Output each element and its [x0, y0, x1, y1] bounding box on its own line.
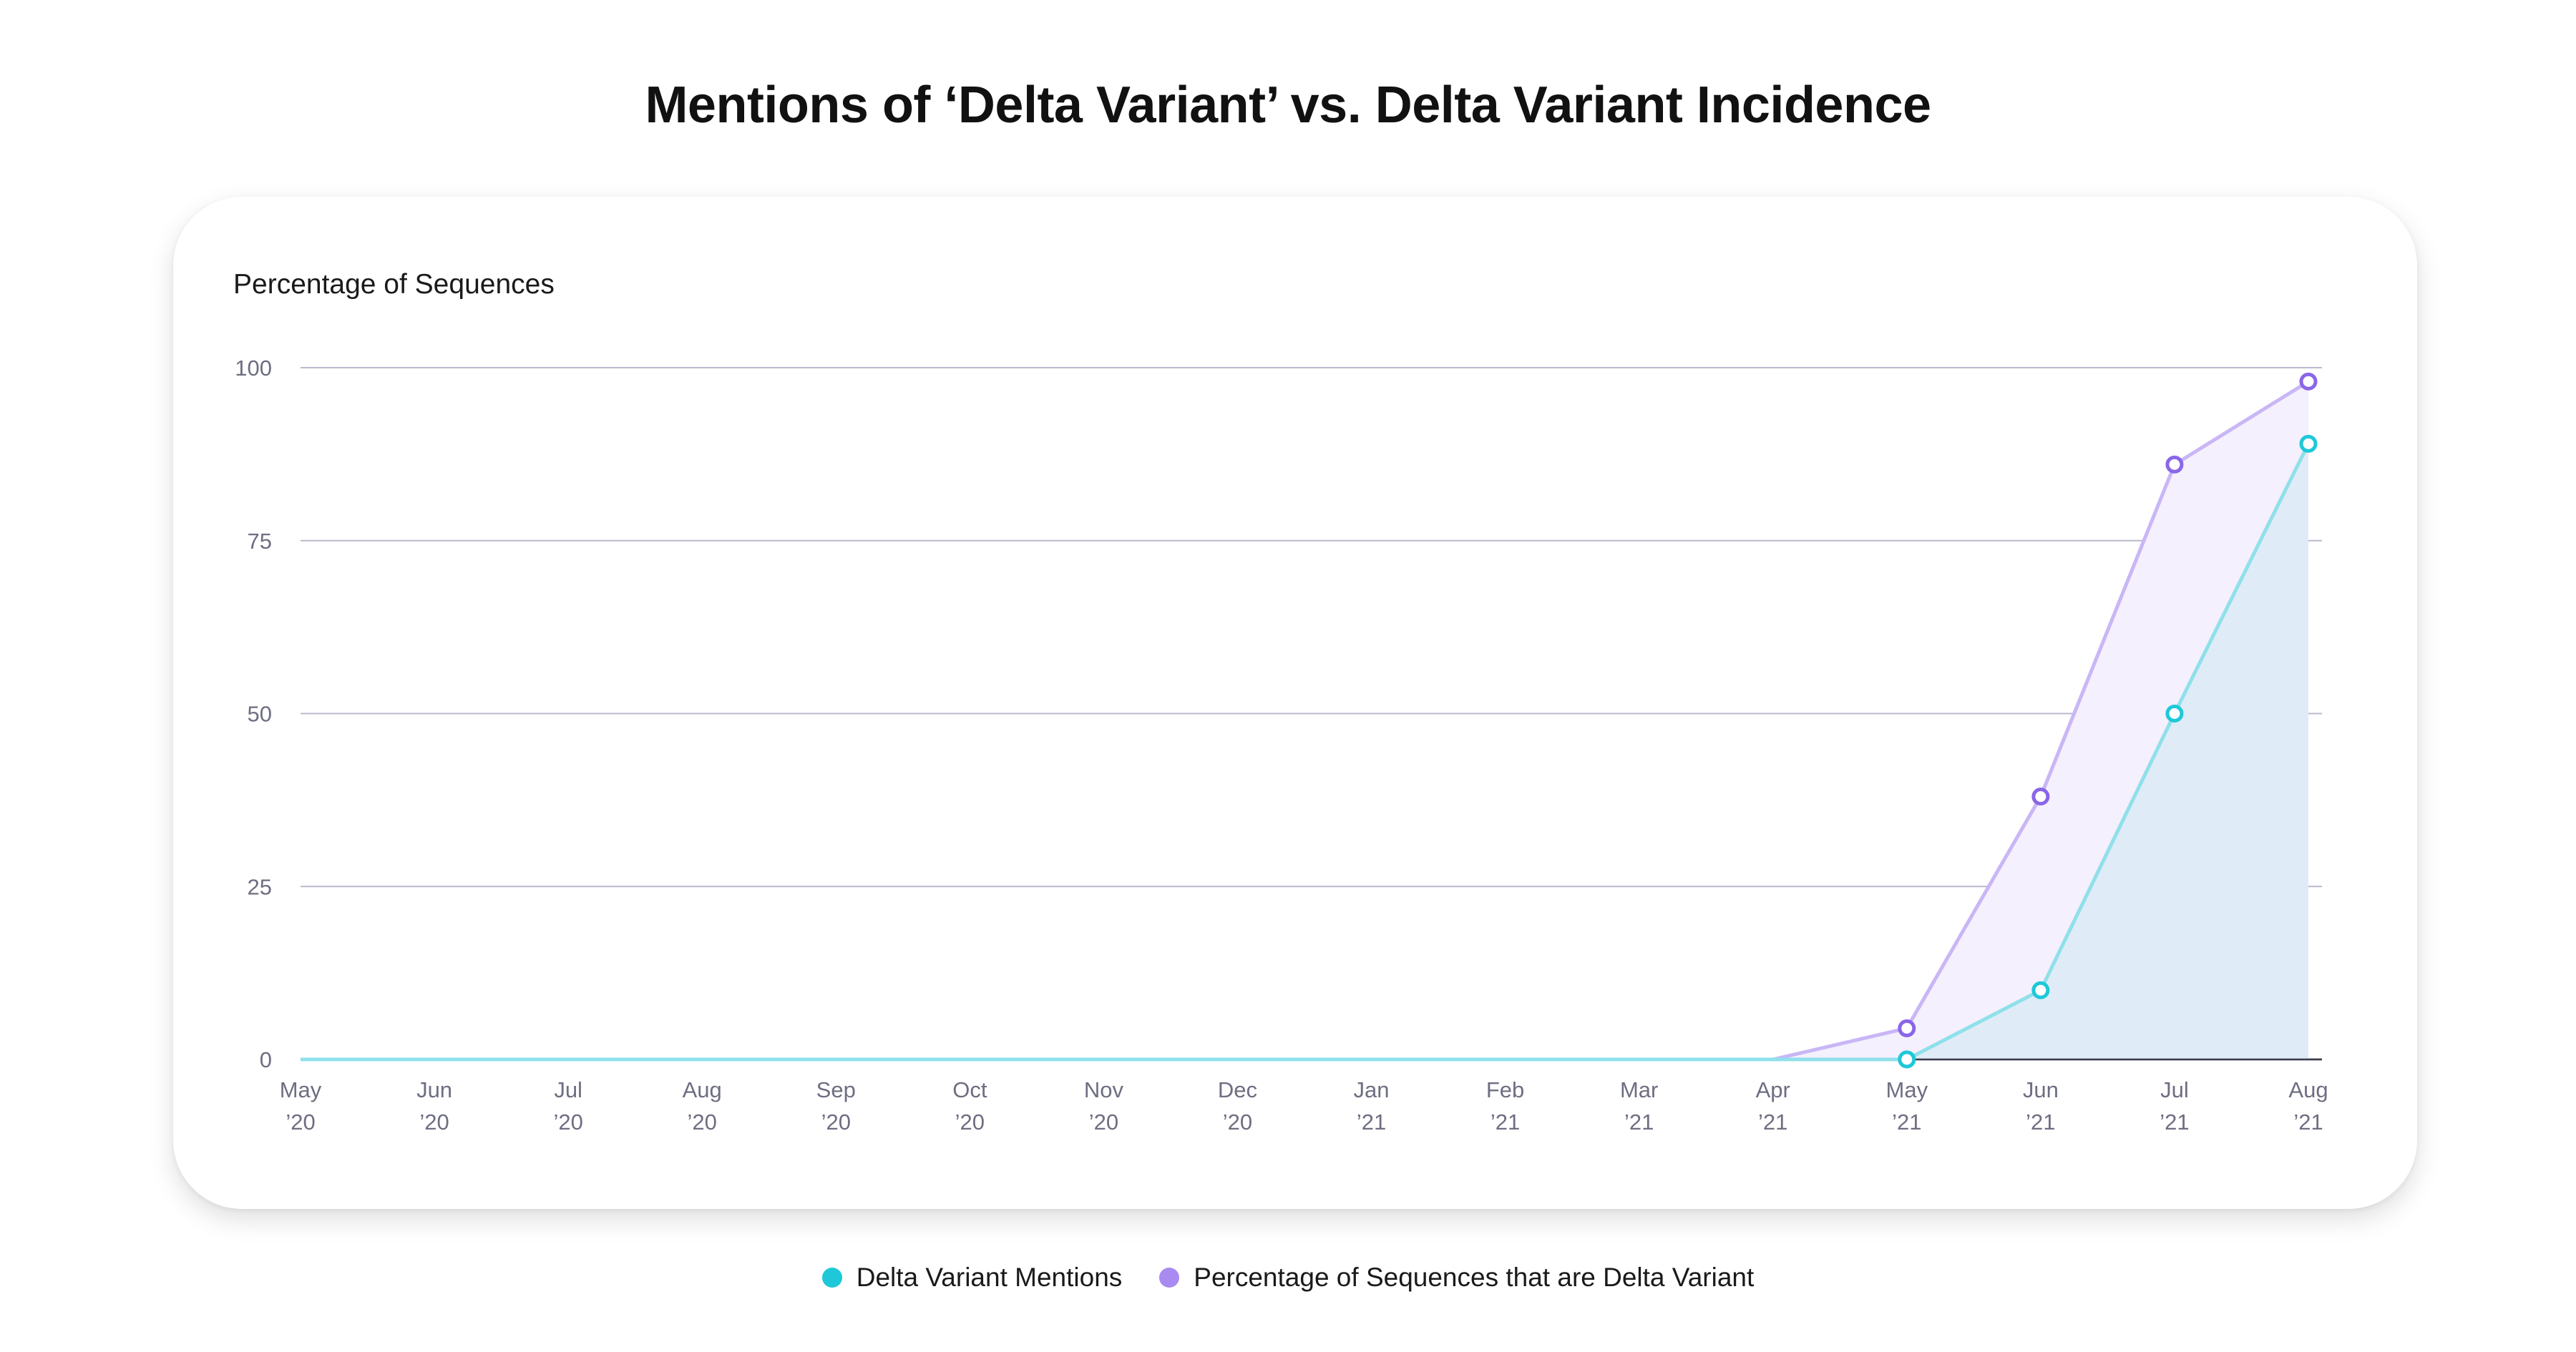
data-point: [2031, 981, 2050, 999]
y-tick-label: 100: [235, 356, 272, 381]
x-tick-label: ’21: [2160, 1109, 2189, 1135]
x-tick-label: ’20: [1089, 1109, 1118, 1135]
legend-dot-mentions: [821, 1268, 842, 1288]
x-tick-label: ’21: [2293, 1109, 2323, 1135]
y-tick-label: 0: [260, 1047, 272, 1072]
x-tick-label: ’20: [688, 1109, 717, 1135]
x-tick-label: ’21: [1491, 1109, 1520, 1135]
x-tick-label: Jan: [1354, 1077, 1390, 1102]
legend-item-sequences[interactable]: Percentage of Sequences that are Delta V…: [1159, 1263, 1754, 1293]
legend-dot-sequences: [1159, 1268, 1180, 1288]
x-tick-label: Dec: [1218, 1077, 1257, 1102]
x-tick-label: ’20: [553, 1109, 582, 1135]
data-point: [2299, 372, 2318, 391]
chart-title: Mentions of ‘Delta Variant’ vs. Delta Va…: [645, 77, 1931, 134]
series-area-1: [301, 381, 2308, 1059]
x-tick-label: Jun: [416, 1077, 452, 1102]
x-tick-label: ’20: [821, 1109, 851, 1135]
x-tick-label: Jun: [2023, 1077, 2059, 1102]
x-tick-label: Aug: [2288, 1077, 2328, 1102]
x-tick-label: ’21: [1892, 1109, 1921, 1135]
x-tick-label: Nov: [1084, 1077, 1124, 1102]
y-axis-label: Percentage of Sequences: [233, 269, 555, 300]
data-point: [2031, 788, 2050, 806]
legend-label-sequences: Percentage of Sequences that are Delta V…: [1194, 1263, 1755, 1292]
x-tick-label: Jul: [2160, 1077, 2189, 1102]
data-point: [2299, 434, 2318, 453]
x-tick-label: Apr: [1756, 1077, 1790, 1102]
data-point: [2165, 455, 2184, 474]
x-tick-label: Sep: [816, 1077, 856, 1102]
data-point: [1898, 1050, 1916, 1069]
data-point: [2165, 705, 2184, 722]
x-tick-label: Aug: [683, 1077, 722, 1102]
x-tick-label: Mar: [1620, 1077, 1658, 1102]
y-tick-label: 50: [248, 702, 272, 727]
series-area-0: [301, 444, 2308, 1059]
data-point: [1898, 1019, 1916, 1037]
x-tick-label: ’20: [419, 1109, 449, 1135]
y-tick-label: 25: [248, 874, 272, 899]
x-tick-label: Feb: [1486, 1077, 1524, 1102]
y-tick-label: 75: [248, 529, 272, 554]
x-tick-label: ’21: [1624, 1109, 1654, 1135]
x-tick-label: ’21: [1758, 1109, 1787, 1135]
series-line-0: [301, 443, 2311, 1062]
x-tick-label: May: [1886, 1077, 1928, 1102]
legend-label-mentions: Delta Variant Mentions: [856, 1263, 1123, 1292]
legend-item-mentions[interactable]: Delta Variant Mentions: [821, 1263, 1123, 1293]
legend: Delta Variant Mentions Percentage of Seq…: [0, 1263, 2576, 1293]
x-tick-label: ’21: [2026, 1109, 2055, 1135]
x-tick-label: Oct: [952, 1077, 987, 1102]
x-tick-label: ’21: [1357, 1109, 1386, 1135]
x-tick-label: ’20: [286, 1109, 315, 1135]
x-tick-label: ’20: [1223, 1109, 1252, 1135]
x-tick-label: May: [280, 1077, 322, 1102]
x-tick-label: Jul: [554, 1077, 582, 1102]
x-tick-label: ’20: [955, 1109, 985, 1135]
